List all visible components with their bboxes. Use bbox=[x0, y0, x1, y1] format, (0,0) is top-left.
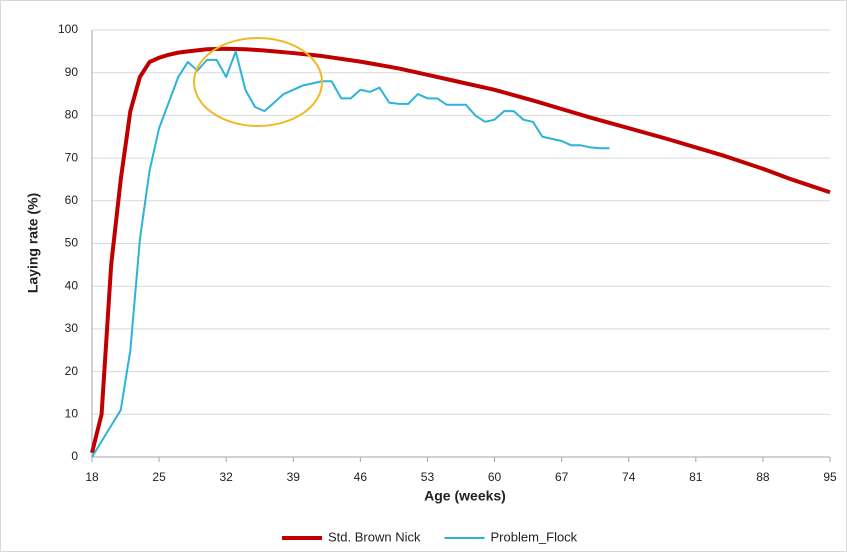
y-tick-label: 80 bbox=[65, 108, 79, 122]
y-tick-label: 20 bbox=[65, 364, 79, 378]
grid: 0 10 20 30 40 50 60 70 80 90 100 18 25 32 39 46 53 60 67 74… bbox=[58, 22, 837, 484]
x-tick-label: 95 bbox=[823, 470, 837, 484]
x-tick-label: 46 bbox=[354, 470, 368, 484]
x-tick-label: 25 bbox=[152, 470, 166, 484]
y-tick-label: 70 bbox=[65, 150, 79, 164]
y-tick-label: 30 bbox=[65, 321, 79, 335]
series-line bbox=[91, 50, 610, 458]
x-axis-label: Age (weeks) bbox=[424, 488, 506, 504]
x-tick-label: 39 bbox=[287, 470, 301, 484]
legend: Std. Brown Nick Problem_Flock bbox=[282, 529, 578, 544]
y-tick-label: 100 bbox=[58, 22, 78, 36]
y-axis-label: Laying rate (%) bbox=[25, 193, 41, 293]
x-tick-label: 53 bbox=[421, 470, 435, 484]
x-tick-label: 32 bbox=[220, 470, 234, 484]
y-tick-label: 10 bbox=[65, 406, 79, 420]
highlight-ellipse bbox=[193, 37, 323, 127]
y-tick-label: 40 bbox=[65, 278, 79, 292]
x-tick-label: 74 bbox=[622, 470, 636, 484]
legend-label: Problem_Flock bbox=[490, 529, 577, 544]
y-tick-label: 90 bbox=[65, 65, 79, 79]
y-tick-label: 60 bbox=[65, 193, 79, 207]
x-tick-label: 81 bbox=[689, 470, 703, 484]
x-tick-label: 18 bbox=[85, 470, 99, 484]
y-tick-label: 0 bbox=[71, 449, 78, 463]
x-tick-label: 60 bbox=[488, 470, 502, 484]
legend-label: Std. Brown Nick bbox=[328, 529, 421, 544]
x-tick-label: 67 bbox=[555, 470, 569, 484]
x-tick-label: 88 bbox=[756, 470, 770, 484]
y-tick-label: 50 bbox=[65, 236, 79, 250]
